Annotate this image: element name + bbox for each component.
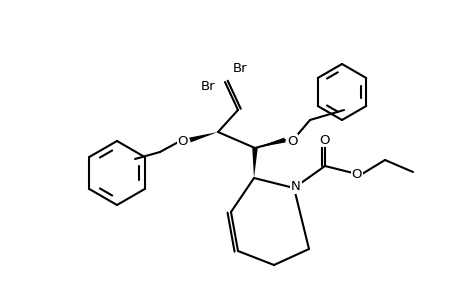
Polygon shape: [252, 148, 257, 178]
Polygon shape: [254, 138, 285, 148]
Polygon shape: [189, 132, 218, 142]
Text: Br: Br: [233, 61, 247, 74]
Text: O: O: [351, 167, 362, 181]
Text: O: O: [286, 134, 297, 148]
Text: Br: Br: [200, 80, 214, 92]
Text: O: O: [177, 134, 188, 148]
Text: O: O: [319, 134, 330, 146]
Text: N: N: [291, 181, 300, 194]
